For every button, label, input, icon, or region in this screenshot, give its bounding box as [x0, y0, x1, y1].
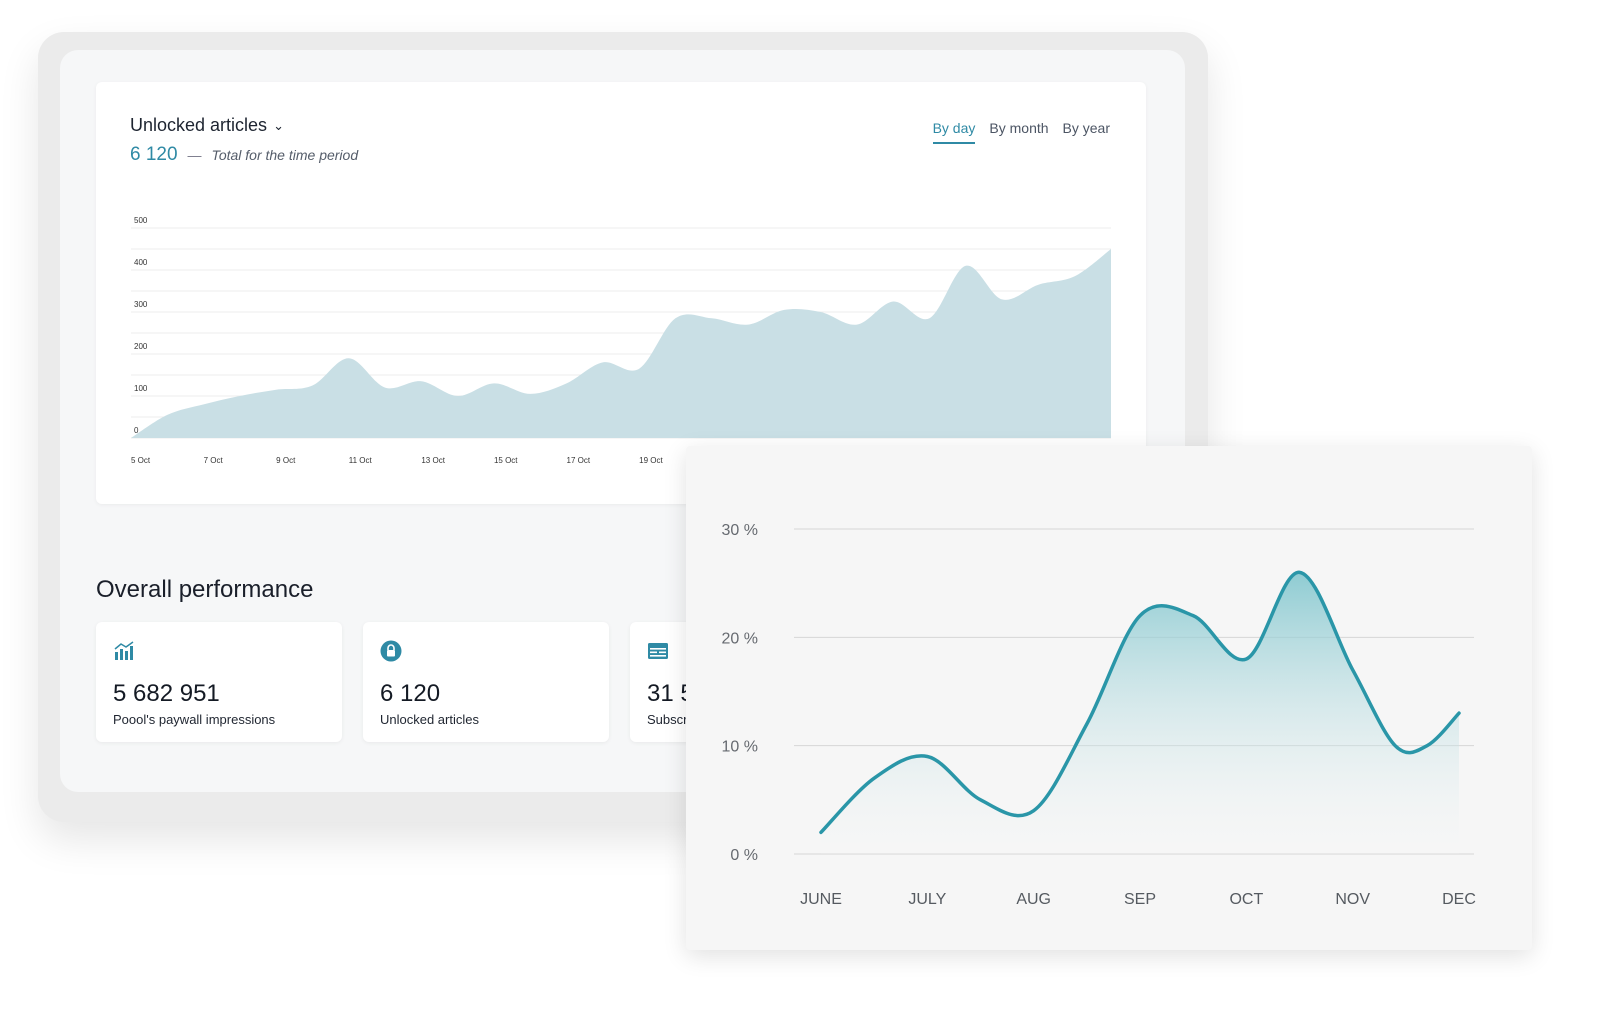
x-tick-label: JUNE — [800, 891, 842, 908]
total-note: Total for the time period — [211, 147, 359, 163]
y-tick-label: 300 — [134, 300, 148, 309]
period-tabs: By day By month By year — [932, 120, 1110, 144]
line-area-fill — [821, 572, 1459, 854]
y-tick-label: 10 % — [722, 739, 758, 756]
y-tick-label: 400 — [134, 258, 148, 267]
x-tick-label: 5 Oct — [131, 456, 151, 465]
x-tick-label: SEP — [1124, 891, 1156, 908]
total-value: 6 120 — [130, 144, 178, 165]
x-tick-label: DEC — [1442, 891, 1476, 908]
tab-by-month[interactable]: By month — [989, 120, 1049, 136]
monthly-percentage-chart-card: 0 % 10 % 20 % 30 % JUNE JULY AUG SEP OCT NOV DEC — [686, 446, 1532, 950]
percentage-series-line — [819, 570, 1461, 835]
stat-value: 31 5 — [647, 680, 694, 707]
monthly-percentage-line-chart: 0 % 10 % 20 % 30 % JUNE JULY AUG SEP OCT NOV DEC — [722, 522, 1476, 908]
unlocked-articles-card: Unlocked articles ⌄ 6 120 — Total for th… — [96, 82, 1146, 504]
subscription-form-icon — [648, 643, 668, 659]
stat-card-unlocked: 6 120 Unlocked articles — [363, 622, 609, 742]
total-row: 6 120 — Total for the time period — [130, 144, 358, 166]
stat-value: 5 682 951 — [113, 680, 220, 707]
x-tick-label: JULY — [908, 891, 946, 908]
stat-label: Unlocked articles — [380, 712, 479, 727]
x-tick-label: 17 Oct — [567, 456, 591, 465]
tab-by-year[interactable]: By year — [1062, 120, 1110, 136]
stat-value: 6 120 — [380, 680, 441, 707]
metric-title: Unlocked articles — [130, 115, 268, 135]
chevron-down-icon[interactable]: ⌄ — [273, 117, 284, 133]
stat-label: Poool's paywall impressions — [113, 712, 276, 727]
stat-label: Subscr — [647, 712, 688, 727]
y-tick-label: 0 — [134, 426, 139, 435]
tab-by-day[interactable]: By day — [932, 120, 976, 144]
x-tick-label: AUG — [1016, 891, 1051, 908]
performance-title: Overall performance — [96, 576, 314, 603]
unlocked-articles-area-chart: 0 100 200 300 400 500 5 Oct 7 Oct 9 Oct 11 Oct 13 … — [131, 216, 1111, 465]
area-series — [131, 249, 1111, 438]
x-tick-label: 15 Oct — [494, 456, 518, 465]
x-tick-label: OCT — [1229, 891, 1263, 908]
dashboard-screen: Unlocked articles ⌄ 6 120 — Total for th… — [60, 50, 1185, 792]
lock-icon — [380, 640, 402, 662]
y-tick-label: 100 — [134, 384, 148, 393]
x-tick-label: 13 Oct — [421, 456, 445, 465]
stat-card-impressions: 5 682 951 Poool's paywall impressions — [96, 622, 342, 742]
y-tick-label: 0 % — [730, 847, 758, 864]
total-dash: — — [187, 147, 202, 163]
x-tick-label: 9 Oct — [276, 456, 296, 465]
x-tick-label: NOV — [1335, 891, 1370, 908]
x-tick-label: 7 Oct — [204, 456, 224, 465]
x-tick-label: 11 Oct — [349, 456, 373, 465]
y-tick-label: 20 % — [722, 630, 758, 647]
y-tick-label: 200 — [134, 342, 148, 351]
y-tick-label: 500 — [134, 216, 148, 225]
metric-selector[interactable]: Unlocked articles ⌄ — [130, 115, 284, 136]
x-tick-label: 19 Oct — [639, 456, 663, 465]
bar-chart-icon — [114, 641, 134, 660]
y-tick-label: 30 % — [722, 522, 758, 539]
